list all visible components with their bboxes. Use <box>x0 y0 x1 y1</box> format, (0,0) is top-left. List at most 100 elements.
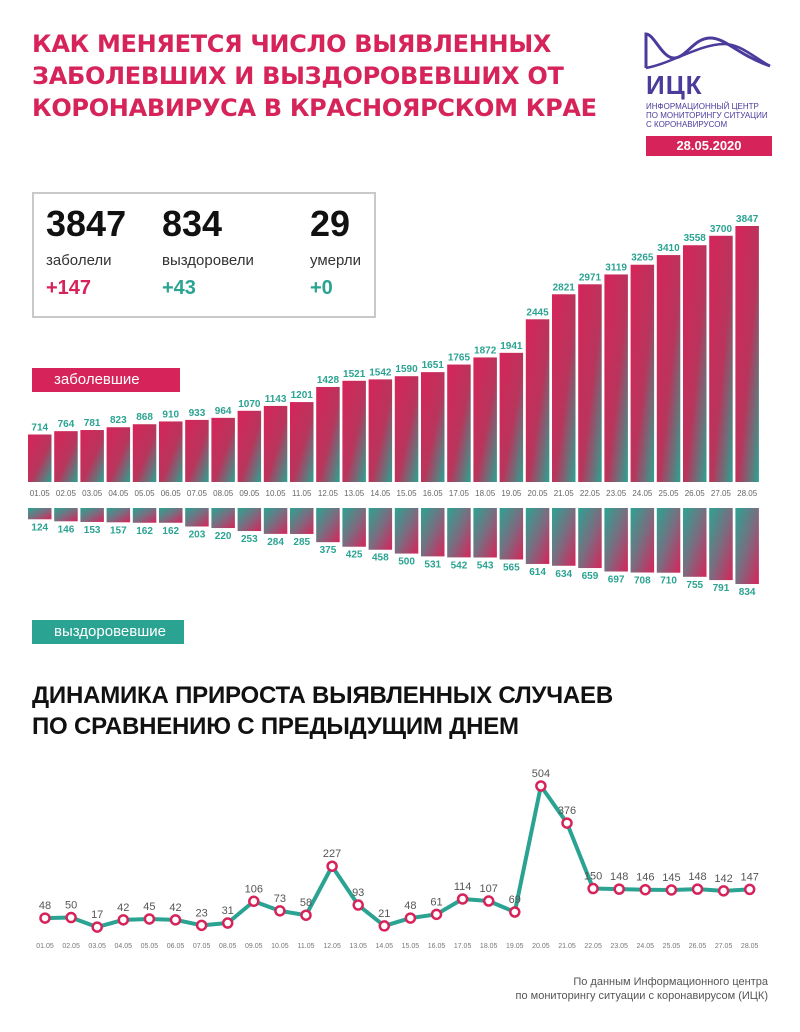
bar-recovered <box>80 508 104 522</box>
bar-date-label: 05.05 <box>135 489 156 498</box>
bar-recovered-label: 162 <box>162 526 179 537</box>
stats-panel: 3847 заболели +147 834 выздоровели +43 2… <box>32 192 376 318</box>
stat-died-label: умерли <box>310 252 361 269</box>
bar-recovered-label: 531 <box>424 559 441 570</box>
bar-date-label: 14.05 <box>370 489 391 498</box>
increase-date-label: 04.05 <box>115 943 133 950</box>
increase-date-label: 28.05 <box>741 943 759 950</box>
bar-recovered <box>683 508 707 577</box>
stat-died: 29 умерли +0 <box>310 202 361 300</box>
bar-recovered <box>263 508 288 534</box>
bar-recovered-label: 375 <box>320 545 337 556</box>
bar-date-label: 17.05 <box>449 489 470 498</box>
bar-sick-label: 868 <box>136 412 153 423</box>
bar-recovered <box>421 508 445 557</box>
bar-recovered <box>159 508 183 523</box>
logo-wave-icon <box>644 32 771 70</box>
increase-value-label: 42 <box>169 902 181 914</box>
bar-sick <box>630 264 655 482</box>
increase-point <box>65 911 77 924</box>
increase-point <box>143 913 156 925</box>
bar-sick-label: 3700 <box>710 224 733 235</box>
increase-date-label: 09.05 <box>245 943 263 950</box>
increase-point <box>509 906 521 918</box>
increase-value-label: 69 <box>509 894 521 906</box>
bar-sick <box>447 364 471 482</box>
bar-sick <box>578 284 602 482</box>
logo-subtitle-line: С КОРОНАВИРУСОМ <box>646 120 728 129</box>
stat-sick-value: 3847 <box>46 203 127 244</box>
increase-value-label: 58 <box>300 897 312 909</box>
title-line: КАК МЕНЯЕТСЯ ЧИСЛО ВЫЯВЛЕННЫХ <box>32 30 552 58</box>
bar-sick-label: 1143 <box>265 394 287 405</box>
increase-value-label: 48 <box>39 900 51 912</box>
bar-recovered-label: 162 <box>136 526 153 537</box>
bar-date-label: 07.05 <box>187 489 208 498</box>
bar-recovered <box>525 508 550 564</box>
increase-point <box>195 919 208 932</box>
increase-date-label: 01.05 <box>36 943 54 950</box>
bar-recovered <box>473 508 497 558</box>
bar-date-label: 22.05 <box>580 489 601 498</box>
bar-sick <box>185 419 209 482</box>
stat-died-delta: +0 <box>310 277 333 299</box>
bar-date-label: 25.05 <box>659 489 680 498</box>
increase-value-label: 73 <box>274 893 286 905</box>
daily-increase-line-chart: 48 01.05 50 02.05 17 03.05 42 04.05 45 05.05 42 06.… <box>36 768 759 950</box>
bar-recovered <box>578 508 602 569</box>
increase-value-label: 17 <box>91 909 103 921</box>
legend-sick: заболевшие <box>32 368 180 392</box>
bar-recovered-label: 543 <box>477 560 494 571</box>
bar-sick <box>316 386 340 482</box>
increase-value-label: 23 <box>195 907 207 919</box>
bar-recovered-label: 634 <box>555 569 572 580</box>
bar-sick-label: 714 <box>31 422 48 433</box>
bar-recovered-label: 253 <box>241 534 258 545</box>
bar-recovered-label: 284 <box>267 537 284 548</box>
increase-date-label: 11.05 <box>298 943 315 950</box>
increase-point <box>404 912 417 924</box>
source-note: По данным Информационного центра по мони… <box>516 975 768 1003</box>
bar-recovered-label: 755 <box>686 580 703 591</box>
bar-sick-label: 3410 <box>657 243 680 254</box>
bar-sick <box>80 430 104 482</box>
bar-date-label: 26.05 <box>685 489 706 498</box>
increase-value-label: 142 <box>714 873 732 885</box>
bar-sick <box>394 376 419 482</box>
bar-recovered-label: 220 <box>215 531 232 542</box>
bar-date-label: 24.05 <box>632 489 653 498</box>
bar-recovered-label: 659 <box>582 571 599 582</box>
bar-recovered <box>709 508 733 581</box>
increase-date-label: 13.05 <box>349 943 367 950</box>
bar-date-label: 06.05 <box>161 489 182 498</box>
bar-date-label: 01.05 <box>30 489 51 498</box>
bar-sick-label: 1201 <box>291 390 314 401</box>
increase-date-label: 23.05 <box>610 943 628 950</box>
increase-point <box>274 905 286 917</box>
increase-point <box>535 780 547 792</box>
bar-recovered <box>185 508 209 527</box>
increase-point <box>326 860 338 872</box>
bar-recovered-label: 697 <box>608 575 625 586</box>
bar-sick <box>683 245 707 482</box>
bar-recovered <box>394 508 419 554</box>
bar-recovered-label: 146 <box>58 524 75 535</box>
increase-value-label: 61 <box>430 896 442 908</box>
increase-value-label: 107 <box>480 883 498 895</box>
bar-recovered <box>237 508 262 532</box>
increase-date-label: 25.05 <box>663 943 681 950</box>
bar-sick <box>368 379 393 482</box>
bar-recovered-label: 500 <box>398 557 415 568</box>
increase-date-label: 07.05 <box>193 943 211 950</box>
bar-date-label: 10.05 <box>266 489 287 498</box>
increase-point <box>613 883 625 895</box>
increase-date-label: 06.05 <box>167 943 185 950</box>
bar-recovered-label: 203 <box>189 529 206 540</box>
increase-point <box>248 895 260 908</box>
increase-value-label: 147 <box>741 871 759 883</box>
bar-sick-label: 781 <box>84 418 101 429</box>
stat-died-value: 29 <box>310 203 351 244</box>
bar-date-label: 03.05 <box>82 489 103 498</box>
stat-recovered-label: выздоровели <box>162 252 254 269</box>
increase-value-label: 45 <box>143 901 155 913</box>
